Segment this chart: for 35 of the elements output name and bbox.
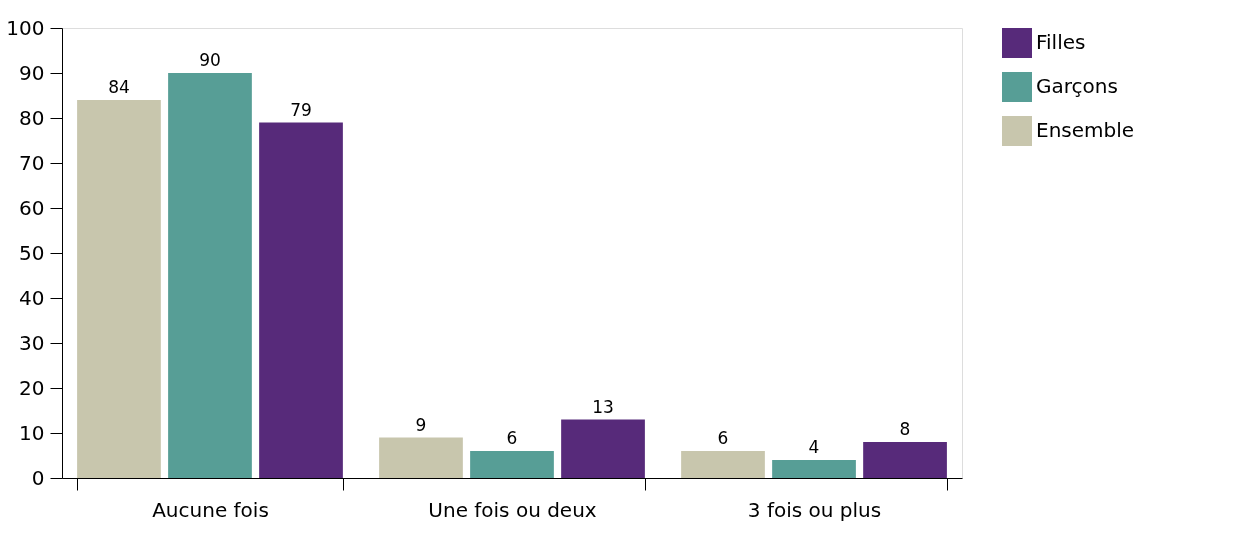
y-tick-label: 60: [19, 195, 45, 220]
bar: [168, 73, 252, 478]
y-tick-label: 100: [6, 15, 45, 40]
y-tick-label: 20: [19, 375, 45, 400]
y-tick-label: 0: [31, 465, 45, 490]
y-tick-label: 10: [19, 420, 45, 445]
y-tick-label: 40: [19, 285, 45, 310]
data-label: 90: [199, 50, 221, 70]
x-tick-label: Une fois ou deux: [428, 497, 597, 522]
bar: [772, 460, 856, 478]
bar: [259, 122, 343, 478]
data-label: 6: [717, 428, 729, 448]
data-label: 4: [808, 437, 820, 457]
data-label: 84: [108, 77, 130, 97]
x-tick-label: Aucune fois: [152, 497, 269, 522]
data-label: 13: [592, 396, 614, 417]
legend-label: Filles: [1036, 30, 1086, 54]
y-tick-label: 70: [19, 150, 45, 175]
y-tick-label: 50: [19, 240, 45, 265]
bar: [681, 451, 765, 478]
bar: [77, 100, 161, 478]
data-label: 79: [290, 99, 312, 120]
data-label: 6: [506, 428, 518, 448]
bar: [470, 451, 554, 478]
y-tick-label: 90: [19, 60, 45, 85]
legend-label: Ensemble: [1036, 118, 1135, 142]
data-label: 9: [415, 414, 427, 435]
bar: [863, 442, 947, 478]
y-tick-label: 80: [19, 105, 45, 130]
bar: [561, 419, 645, 478]
y-tick-label: 30: [19, 330, 45, 355]
data-label: 8: [899, 419, 911, 439]
x-tick-label: 3 fois ou plus: [747, 497, 882, 522]
bar: [379, 437, 463, 478]
legend-label: Garçons: [1036, 74, 1118, 98]
